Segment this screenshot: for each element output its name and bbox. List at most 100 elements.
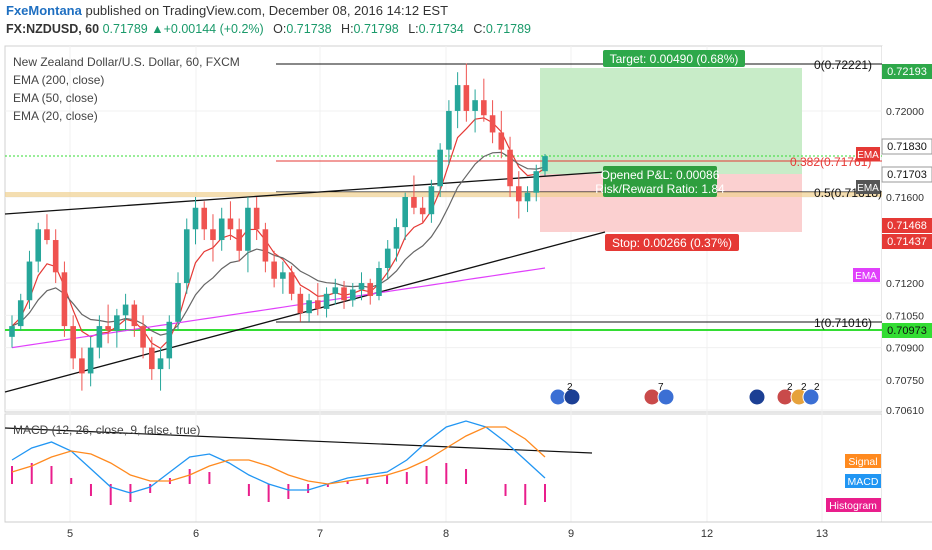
economic-events[interactable]: 2 7 2 2 2 (549, 382, 820, 406)
candle-body (428, 186, 435, 215)
candle-body (349, 289, 356, 301)
candle-body (253, 207, 260, 230)
macd-legend[interactable]: MACD (12, 26, close, 9, false, true) (13, 423, 201, 437)
candle-body (131, 304, 138, 327)
fib-label-1: 1(0.71016) (814, 316, 872, 330)
lower-trendline (4, 231, 606, 393)
change-arrow-icon: ▲ (151, 22, 164, 36)
x-tick-label: 6 (193, 528, 199, 540)
us-flag-icon[interactable] (657, 388, 675, 406)
event-group-3[interactable]: 2 2 2 (748, 382, 820, 406)
x-tick-label: 5 (67, 528, 73, 540)
event-count-5: 2 (814, 382, 820, 393)
quote-header: FX:NZDUSD, 60 0.71789 ▲+0.00144 (+0.2%) … (6, 22, 531, 36)
candle-body (236, 229, 242, 251)
price-badge-3-text: 0.71703 (887, 169, 927, 181)
candle-body (114, 315, 120, 331)
y-tick-label: 0.71200 (886, 278, 924, 290)
price-axis[interactable] (882, 46, 932, 522)
price-badge-6 (882, 323, 932, 338)
macd-badge (845, 474, 881, 488)
price-badge-5-text: 0.71437 (887, 236, 927, 248)
close-label: C: (473, 22, 486, 36)
candle-body (210, 229, 216, 241)
candle-body (533, 171, 540, 193)
high-value: 0.71798 (353, 22, 399, 36)
candle-body (280, 272, 286, 279)
author-name[interactable]: FxeMontana (6, 3, 82, 18)
x-tick-label: 9 (568, 528, 574, 540)
high-label: H: (341, 22, 354, 36)
candle-body (341, 287, 347, 301)
last-price: 0.71789 (102, 22, 148, 36)
candle-body (376, 268, 382, 296)
candle-body (515, 186, 522, 202)
candle-body (315, 300, 321, 309)
candle-body (157, 358, 164, 370)
y-tick-label: 0.70900 (886, 343, 924, 355)
support-band (5, 192, 882, 197)
event-count-3: 2 (787, 382, 793, 393)
price-badges: 0.72193 0.71830 EMA 0.71703 EMA 0.71468 … (853, 64, 932, 338)
event-count-2: 7 (658, 382, 664, 393)
candle-body (332, 287, 339, 294)
legend-ema20[interactable]: EMA (20, close) (13, 109, 98, 123)
y-tick-label: 0.70610 (886, 405, 924, 417)
candle-body (61, 272, 68, 327)
candle-body (245, 207, 251, 251)
candle-body (297, 293, 304, 314)
y-tick-label: 0.71600 (886, 192, 924, 204)
candle-body (227, 218, 234, 230)
macd-trendline (4, 427, 593, 454)
candle-body (70, 326, 76, 359)
close-value: 0.71789 (485, 22, 532, 36)
nz-flag-icon[interactable] (748, 388, 766, 406)
macd-badges: Signal MACD Histogram (826, 454, 881, 512)
us-flag-icon[interactable] (802, 388, 820, 406)
candle-body (437, 149, 443, 187)
candle-body (288, 272, 295, 294)
event-count-4: 2 (801, 382, 807, 393)
candle-body (166, 321, 173, 359)
legend-ema200[interactable]: EMA (200, close) (13, 73, 105, 87)
price-badge-5 (882, 234, 932, 249)
ema20-badge-text: EMA (857, 150, 879, 161)
candle-body (542, 156, 548, 172)
event-group-2[interactable]: 7 (643, 382, 675, 406)
candle-body (105, 326, 111, 331)
legend-title: New Zealand Dollar/U.S. Dollar, 60, FXCM (13, 55, 240, 69)
candle-body (26, 261, 33, 301)
candle-body (96, 326, 103, 348)
low-label: L: (408, 22, 419, 36)
target-badge (603, 50, 745, 67)
open-value: 0.71738 (286, 22, 332, 36)
candle-body (323, 293, 330, 309)
x-tick-label: 8 (443, 528, 449, 540)
candle-body (140, 326, 146, 348)
fib-label-0382: 0.382(0.71761) (790, 155, 871, 169)
rr-label: Risk/Reward Ratio: 1.84 (595, 182, 725, 196)
candle-body (472, 100, 478, 111)
candle-body (271, 261, 277, 279)
candle-body (17, 300, 24, 327)
low-value: 0.71734 (418, 22, 464, 36)
change-value: +0.00144 (+0.2%) (163, 22, 264, 36)
price-badge-4 (882, 218, 932, 233)
signal-badge-text: Signal (848, 456, 877, 468)
candle-body (419, 207, 426, 215)
legend-ema50[interactable]: EMA (50, close) (13, 91, 98, 105)
y-tick-label: 0.71050 (886, 310, 924, 322)
candle-body (218, 218, 225, 241)
price-badge-2-text: 0.71830 (887, 141, 927, 153)
candle-body (489, 115, 496, 133)
candle-body (411, 197, 417, 208)
candle-body (192, 207, 199, 230)
ema200-badge-text: EMA (855, 271, 877, 282)
price-badge-3 (881, 166, 932, 183)
candle-body (367, 283, 374, 296)
price-badge-4-text: 0.71468 (887, 220, 927, 232)
candle-body (87, 347, 94, 374)
nz-flag-icon[interactable] (563, 388, 581, 406)
event-group-1[interactable]: 2 (549, 382, 581, 406)
